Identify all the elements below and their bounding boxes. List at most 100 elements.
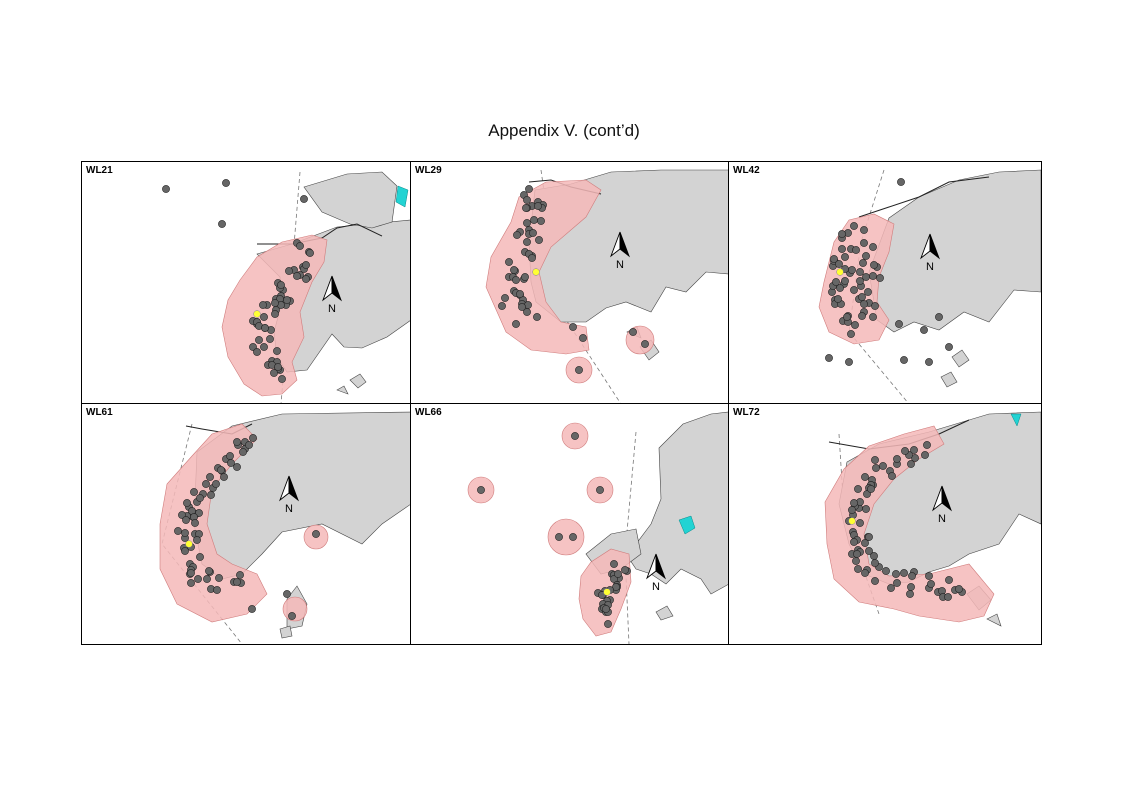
location-point xyxy=(920,326,928,334)
location-point xyxy=(832,278,840,286)
location-point xyxy=(865,533,873,541)
location-point xyxy=(859,259,867,267)
location-point xyxy=(860,226,868,234)
location-point xyxy=(871,302,879,310)
location-point xyxy=(852,246,860,254)
location-point xyxy=(861,473,869,481)
location-point xyxy=(858,312,866,320)
location-point xyxy=(870,552,878,560)
location-point xyxy=(861,539,869,547)
location-point xyxy=(191,519,199,527)
location-point xyxy=(835,260,843,268)
location-point xyxy=(533,313,541,321)
location-point xyxy=(498,302,506,310)
location-point xyxy=(183,499,191,507)
location-point xyxy=(569,323,577,331)
location-point xyxy=(872,464,880,472)
map-wl66: N xyxy=(467,411,728,644)
location-point xyxy=(505,258,513,266)
location-point xyxy=(850,538,858,546)
location-point xyxy=(260,313,268,321)
location-point xyxy=(856,519,864,527)
location-point xyxy=(522,204,530,212)
capture-point xyxy=(836,268,844,276)
location-point xyxy=(220,473,228,481)
location-point xyxy=(596,486,604,494)
location-point xyxy=(869,272,877,280)
map-wl21: N xyxy=(162,171,410,403)
location-point xyxy=(523,196,531,204)
location-point xyxy=(174,527,182,535)
north-label: N xyxy=(616,259,624,271)
location-point xyxy=(521,273,529,281)
location-point xyxy=(614,570,622,578)
location-point xyxy=(196,553,204,561)
location-point xyxy=(893,579,901,587)
capture-point xyxy=(848,517,856,525)
map-panel-wl72: WL72 N xyxy=(729,404,1041,644)
location-point xyxy=(534,202,542,210)
location-point xyxy=(516,290,524,298)
location-point xyxy=(477,486,485,494)
location-point xyxy=(193,536,201,544)
location-point xyxy=(892,570,900,578)
map-grid: WL21 N WL29 N WL42 N WL61 N WL66 N WL72 … xyxy=(81,161,1042,645)
location-point xyxy=(266,335,274,343)
location-point xyxy=(945,576,953,584)
north-label: N xyxy=(652,581,660,593)
location-point xyxy=(850,286,858,294)
location-point xyxy=(858,293,866,301)
capture-point xyxy=(253,310,261,318)
location-point xyxy=(927,580,935,588)
location-point xyxy=(850,499,858,507)
location-point xyxy=(226,452,234,460)
location-point xyxy=(181,547,189,555)
location-point xyxy=(501,294,509,302)
location-point xyxy=(233,578,241,586)
location-point xyxy=(869,243,877,251)
location-point xyxy=(848,266,856,274)
location-point xyxy=(871,456,879,464)
location-point xyxy=(190,488,198,496)
land-area xyxy=(303,171,398,229)
island xyxy=(986,613,1002,627)
water-feature xyxy=(395,185,409,208)
location-point xyxy=(512,320,520,328)
capture-point xyxy=(532,268,540,276)
location-point xyxy=(278,375,286,383)
panel-label: WL72 xyxy=(733,407,760,418)
location-point xyxy=(876,274,884,282)
location-point xyxy=(261,324,269,332)
location-point xyxy=(512,276,520,284)
north-arrow-icon xyxy=(929,233,940,260)
land-area xyxy=(625,411,728,595)
location-point xyxy=(245,441,253,449)
location-point xyxy=(838,245,846,253)
location-point xyxy=(955,585,963,593)
location-point xyxy=(296,242,304,250)
location-point xyxy=(848,506,856,514)
water-feature xyxy=(678,515,696,535)
location-point xyxy=(187,569,195,577)
location-point xyxy=(925,358,933,366)
location-point xyxy=(206,473,214,481)
location-point xyxy=(944,593,952,601)
north-arrow-icon xyxy=(619,231,630,258)
location-point xyxy=(861,569,869,577)
location-point xyxy=(870,261,878,269)
location-point xyxy=(895,320,903,328)
island xyxy=(951,349,970,368)
location-point xyxy=(273,347,281,355)
location-point xyxy=(921,451,929,459)
location-point xyxy=(621,566,629,574)
location-point xyxy=(862,505,870,513)
location-point xyxy=(841,277,849,285)
capture-point xyxy=(185,540,193,548)
location-point xyxy=(207,491,215,499)
island xyxy=(279,625,293,639)
location-point xyxy=(528,254,536,262)
map-panel-wl42: WL42 N xyxy=(729,162,1041,404)
location-point xyxy=(602,605,610,613)
location-point xyxy=(579,334,587,342)
location-point xyxy=(856,268,864,276)
